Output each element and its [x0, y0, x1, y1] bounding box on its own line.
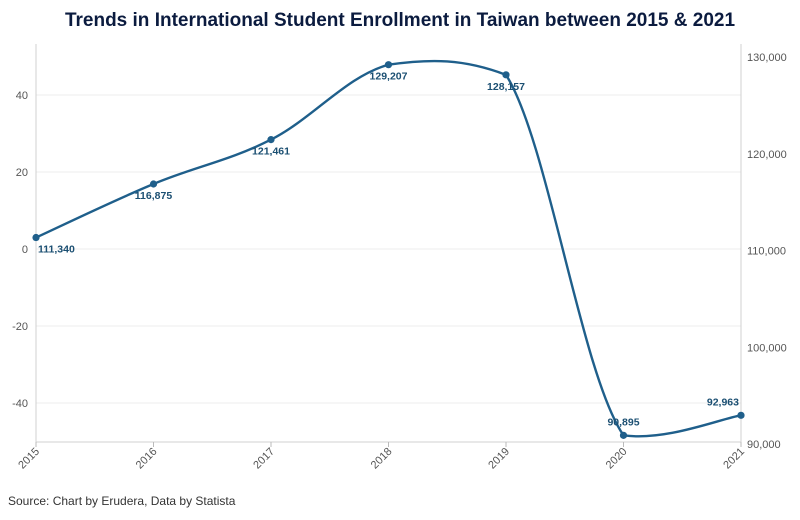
y-right-tick-label: 90,000	[747, 439, 781, 451]
y-left-tick-label: -40	[12, 398, 28, 410]
x-tick-label: 2016	[134, 446, 160, 472]
y-left-tick-label: 0	[22, 244, 28, 256]
x-tick-label: 2019	[486, 446, 512, 472]
y-right-tick-label: 110,000	[747, 246, 786, 258]
data-label: 92,963	[707, 396, 739, 408]
source-note: Source: Chart by Erudera, Data by Statis…	[8, 494, 236, 508]
data-label: 129,207	[370, 71, 408, 83]
y-right-tick-label: 120,000	[747, 149, 787, 161]
series-line	[35, 59, 742, 438]
chart-title: Trends in International Student Enrollme…	[64, 10, 736, 31]
data-point	[32, 233, 40, 242]
y-right-tick-label: 100,000	[747, 342, 787, 354]
data-point	[502, 71, 510, 79]
data-label: 128,157	[487, 81, 525, 93]
data-point	[149, 180, 158, 188]
x-tick-label: 2020	[604, 446, 630, 472]
data-label: 116,875	[135, 190, 173, 202]
y-left-tick-label: -20	[12, 321, 28, 333]
x-tick-label: 2015	[16, 446, 42, 472]
data-label: 121,461	[252, 146, 290, 158]
gridlines	[36, 94, 741, 404]
x-tick-label: 2018	[369, 446, 395, 472]
x-tick-label: 2017	[251, 446, 277, 472]
data-point	[619, 431, 628, 439]
data-label: 111,340	[38, 244, 75, 256]
data-point	[737, 411, 745, 419]
y-left-tick-label: 20	[16, 167, 28, 179]
x-tick-label: 2021	[721, 446, 747, 472]
y-right-tick-label: 130,000	[747, 52, 787, 64]
data-point	[384, 61, 393, 69]
data-label: 90,895	[607, 416, 639, 428]
data-point	[267, 136, 275, 144]
y-left-tick-label: 40	[16, 90, 28, 102]
